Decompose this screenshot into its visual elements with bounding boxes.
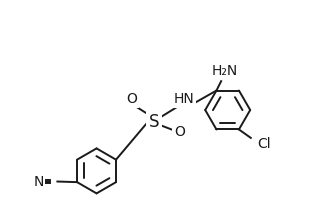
Text: Cl: Cl xyxy=(258,137,271,150)
Text: O: O xyxy=(174,125,185,139)
Text: N: N xyxy=(34,174,44,189)
Text: O: O xyxy=(126,92,137,106)
Text: HN: HN xyxy=(174,92,195,106)
Text: S: S xyxy=(149,114,160,132)
Text: H₂N: H₂N xyxy=(211,64,238,78)
